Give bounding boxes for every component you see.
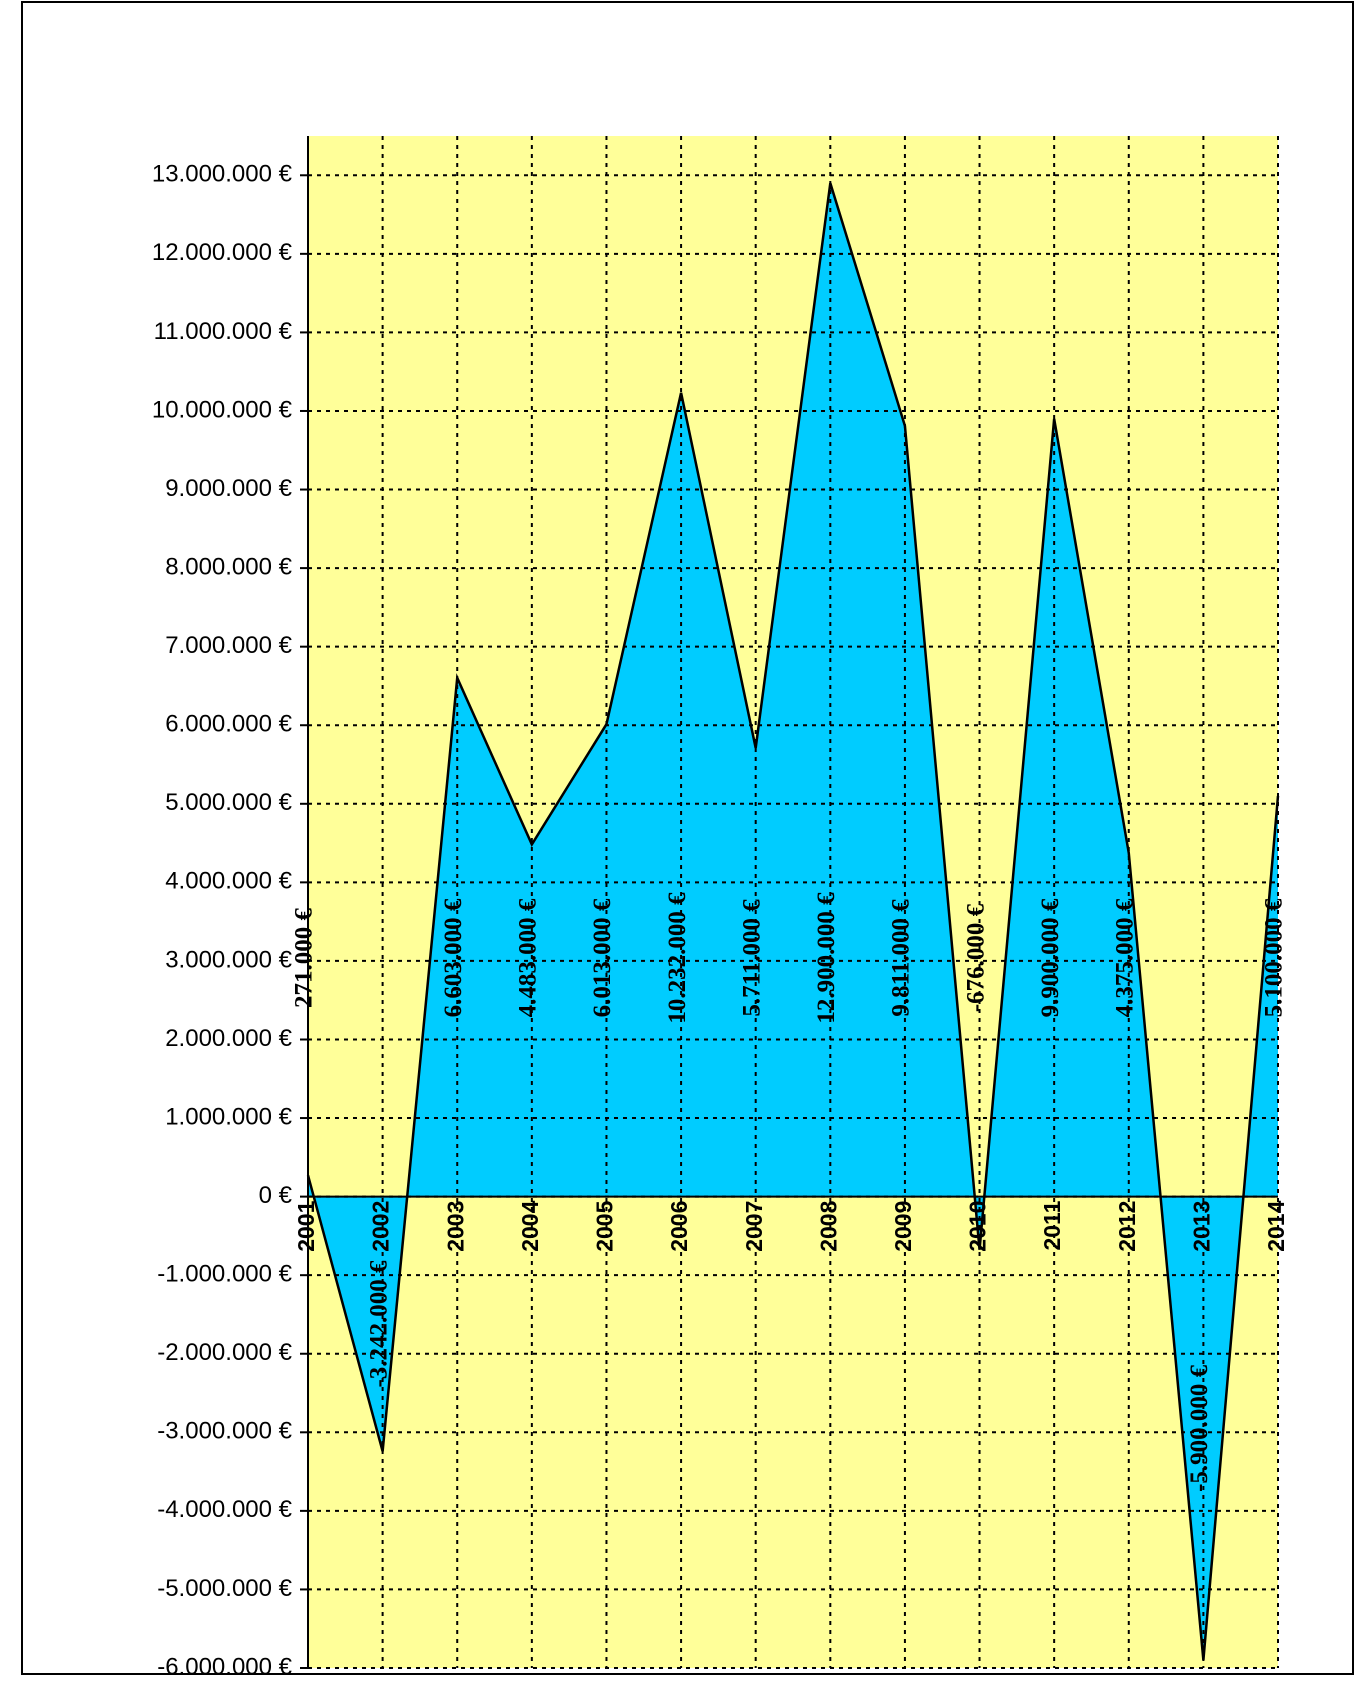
x-tick-label: 2013 [1188, 1201, 1214, 1252]
data-label: 9.900.000 € [1037, 898, 1064, 1017]
y-tick-label: 10.000.000 € [152, 396, 293, 423]
data-label: 6.603.000 € [440, 898, 467, 1017]
data-label: -676.000 € [962, 903, 989, 1012]
data-label: 271.000 € [291, 907, 318, 1008]
data-label: -3.242.000 € [365, 1260, 392, 1388]
y-tick-label: 2.000.000 € [165, 1025, 292, 1052]
y-tick-label: 1.000.000 € [165, 1103, 292, 1130]
x-tick-label: 2010 [965, 1201, 991, 1252]
data-label: 4.483.000 € [515, 898, 542, 1017]
data-label: 9.811.000 € [888, 899, 915, 1017]
x-tick-label: 2006 [666, 1201, 692, 1252]
y-tick-label: 6.000.000 € [165, 711, 292, 738]
y-tick-label: 8.000.000 € [165, 553, 292, 580]
y-tick-label: 12.000.000 € [152, 239, 293, 266]
y-tick-label: 13.000.000 € [152, 161, 293, 188]
y-tick-label: -2.000.000 € [157, 1339, 292, 1366]
area-outline [306, 182, 1280, 1661]
y-tick-label: 0 € [259, 1182, 293, 1209]
y-tick-label: -1.000.000 € [157, 1261, 292, 1288]
x-tick-label: 2007 [741, 1201, 767, 1252]
x-tick-label: 2014 [1263, 1200, 1289, 1251]
data-label: 5.711.000 € [738, 899, 765, 1017]
y-tick-label: 11.000.000 € [154, 318, 293, 345]
y-tick-label: -5.000.000 € [157, 1575, 292, 1602]
y-tick-label: 5.000.000 € [165, 789, 292, 816]
x-tick-label: 2003 [442, 1201, 468, 1252]
data-label: 12.900.000 € [813, 892, 840, 1024]
y-tick-label: 9.000.000 € [165, 475, 292, 502]
data-label: 10.232.000 € [664, 892, 691, 1024]
x-tick-label: 2008 [815, 1200, 841, 1251]
data-label: 6.013.000 € [589, 898, 616, 1017]
y-tick-label: 7.000.000 € [165, 632, 292, 659]
x-tick-label: 2001 [293, 1200, 319, 1251]
y-tick-label: -3.000.000 € [157, 1418, 292, 1445]
x-tick-label: 2012 [1114, 1201, 1140, 1252]
y-tick-label: 4.000.000 € [165, 868, 292, 895]
data-label: -5.900.000 € [1186, 1364, 1213, 1492]
x-tick-label: 2002 [368, 1201, 394, 1252]
data-label: 5.100.000 € [1261, 898, 1288, 1017]
x-tick-label: 2005 [592, 1200, 618, 1251]
x-tick-label: 2009 [890, 1201, 916, 1252]
y-tick-label: -4.000.000 € [157, 1496, 292, 1523]
x-tick-label: 2011 [1039, 1200, 1065, 1250]
x-tick-label: 2004 [517, 1200, 543, 1251]
data-label: 4.375.000 € [1112, 898, 1139, 1017]
y-tick-label: 3.000.000 € [165, 946, 292, 973]
area [308, 183, 1278, 1661]
y-tick-label: -6.000.000 € [157, 1653, 292, 1676]
